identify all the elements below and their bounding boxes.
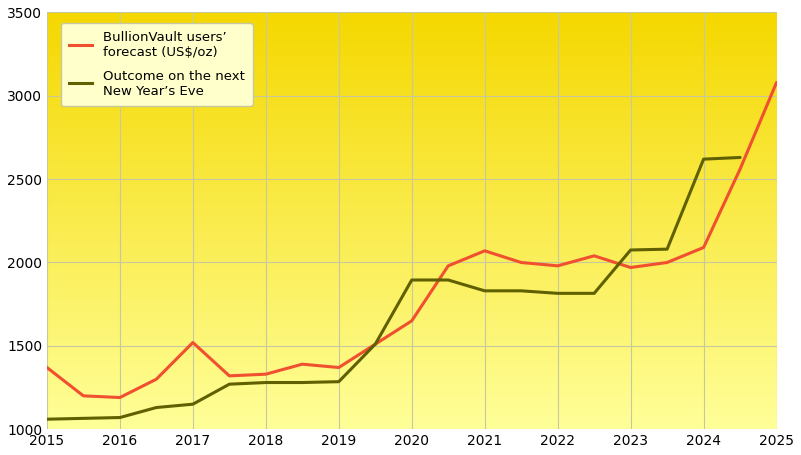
Legend: BullionVault users’
forecast (US$/oz), Outcome on the next
New Year’s Eve: BullionVault users’ forecast (US$/oz), O… — [61, 23, 253, 106]
